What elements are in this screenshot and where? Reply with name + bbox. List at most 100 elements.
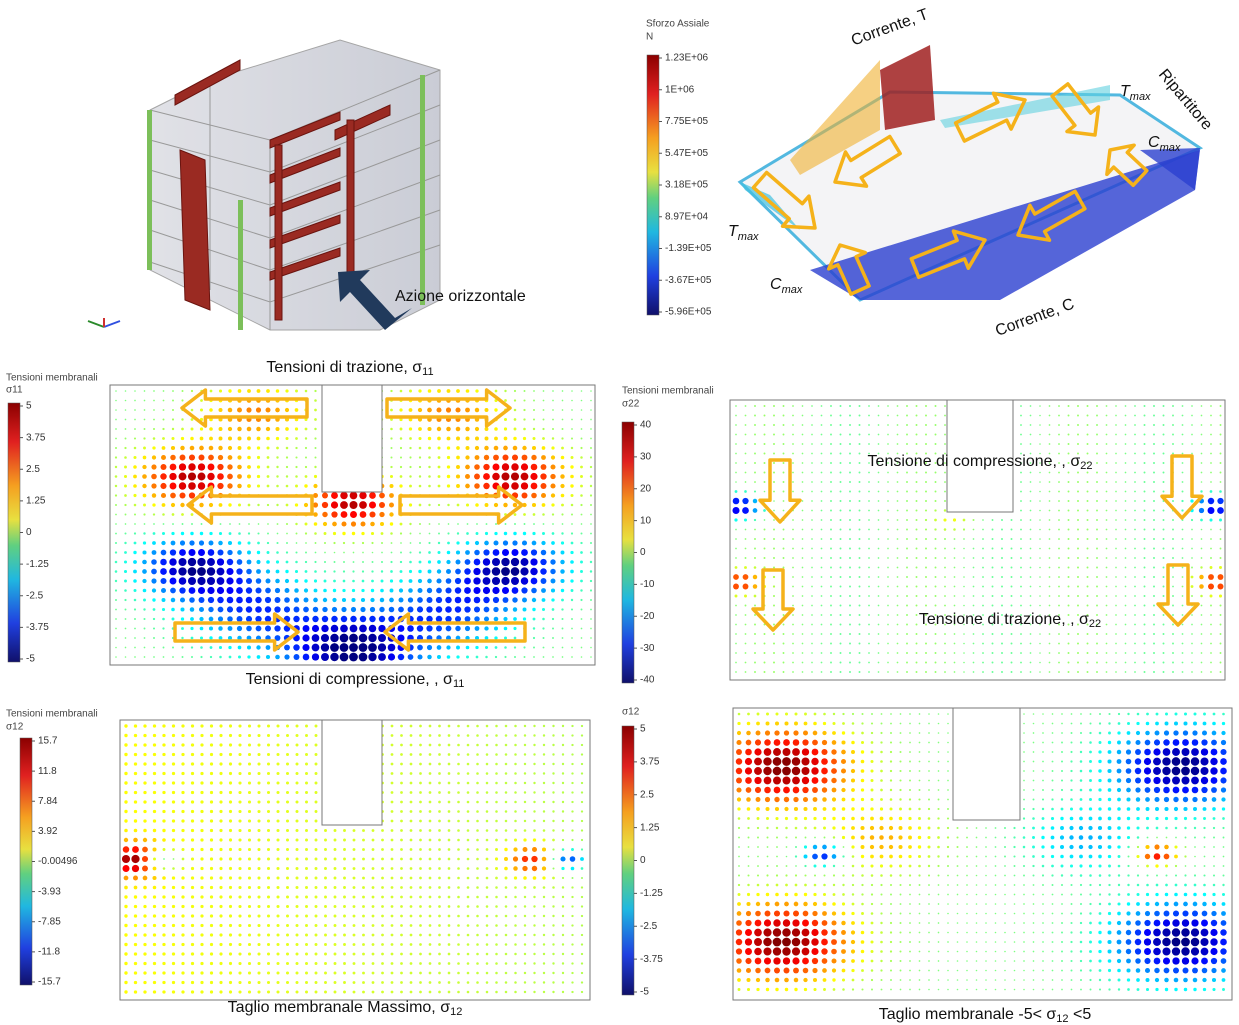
stress-dot [502, 473, 510, 481]
stress-dot [467, 753, 470, 756]
stress-dot [448, 991, 451, 994]
stress-dot [315, 839, 318, 842]
stress-dot [562, 829, 564, 831]
stress-dot [793, 797, 798, 802]
stress-dot [457, 829, 460, 832]
stress-dot [1163, 491, 1165, 493]
stress-dot [890, 770, 892, 772]
stress-dot [485, 656, 488, 659]
stress-dot [143, 905, 146, 908]
stress-dot [305, 772, 308, 775]
stress-dot [783, 424, 785, 426]
stress-dot [906, 500, 908, 502]
stress-dot [1077, 671, 1079, 673]
stress-dot [305, 437, 307, 439]
stress-dot [887, 415, 889, 417]
stress-dot [748, 865, 750, 867]
stress-dot [1219, 490, 1222, 493]
stress-dot [123, 846, 130, 853]
stress-dot [543, 905, 545, 907]
stress-dot [811, 472, 813, 474]
stress-dot [372, 915, 375, 918]
stress-dot [208, 549, 215, 556]
stress-dot [830, 415, 832, 417]
stress-dot [207, 577, 215, 585]
stress-dot [502, 454, 508, 460]
stress-dot [1115, 662, 1117, 664]
stress-dot [532, 608, 535, 611]
stress-dot [247, 446, 251, 450]
stress-dot [247, 465, 251, 469]
stress-dot [456, 550, 460, 554]
stress-dot [943, 518, 946, 521]
stress-dot [219, 867, 222, 870]
stress-dot [467, 801, 470, 804]
stress-dot [1135, 749, 1141, 755]
stress-dot [571, 656, 573, 658]
stress-dot [1144, 767, 1151, 774]
stress-dot [840, 500, 842, 502]
stress-dot [143, 800, 146, 803]
stress-dot [773, 633, 775, 635]
stress-dot [774, 787, 781, 794]
stress-dot [783, 443, 785, 445]
stress-dot [400, 953, 403, 956]
stress-dot [248, 523, 250, 525]
stress-dot [1020, 567, 1022, 569]
stress-dot [581, 972, 583, 974]
stress-dot [217, 568, 225, 576]
stress-dot [457, 981, 460, 984]
stress-dot [438, 991, 441, 994]
stress-dot [792, 519, 794, 521]
stress-dot [237, 455, 241, 459]
stress-dot [878, 576, 880, 578]
stress-dot [514, 763, 517, 766]
stress-dot [1013, 827, 1015, 829]
stress-dot [419, 456, 421, 458]
stress-dot [438, 772, 441, 775]
stress-dot [125, 514, 127, 516]
stress-dot [447, 475, 450, 478]
stress-dot [1096, 643, 1098, 645]
stress-dot [928, 770, 930, 772]
stress-dot [228, 626, 233, 631]
stress-dot [918, 855, 921, 858]
stress-dot [552, 400, 554, 402]
stress-dot [305, 801, 308, 804]
stress-dot [218, 541, 223, 546]
stress-dot [143, 952, 146, 955]
stress-dot [927, 836, 930, 839]
stress-dot [925, 671, 927, 673]
stress-dot [813, 797, 818, 802]
stress-dot [532, 503, 536, 507]
stress-dot [1156, 837, 1158, 839]
stress-dot [1165, 827, 1168, 830]
stress-dot [267, 485, 270, 488]
stress-dot [362, 552, 364, 554]
stress-dot [1001, 605, 1003, 607]
stress-dot [321, 653, 329, 661]
stress-dot [963, 538, 965, 540]
stress-dot [552, 953, 554, 955]
stress-dot [1068, 529, 1070, 531]
stress-dot [871, 732, 873, 734]
stress-dot [324, 561, 326, 563]
stress-dot [1052, 742, 1054, 744]
stress-dot [1220, 643, 1222, 645]
stress-dot [550, 569, 555, 574]
stress-dot [172, 781, 175, 784]
stress-dot [919, 732, 921, 734]
stress-dot [1125, 614, 1127, 616]
stress-dot [811, 443, 813, 445]
stress-dot [947, 846, 949, 848]
stress-dot [125, 656, 127, 658]
stress-dot [1172, 557, 1174, 559]
stress-dot [514, 981, 517, 984]
stress-dot [935, 595, 937, 597]
stress-dot [811, 500, 813, 502]
stress-dot [543, 725, 545, 727]
stress-dot [1106, 662, 1108, 664]
stress-dot [495, 763, 498, 766]
stress-dot [305, 820, 308, 823]
stress-dot [925, 586, 927, 588]
